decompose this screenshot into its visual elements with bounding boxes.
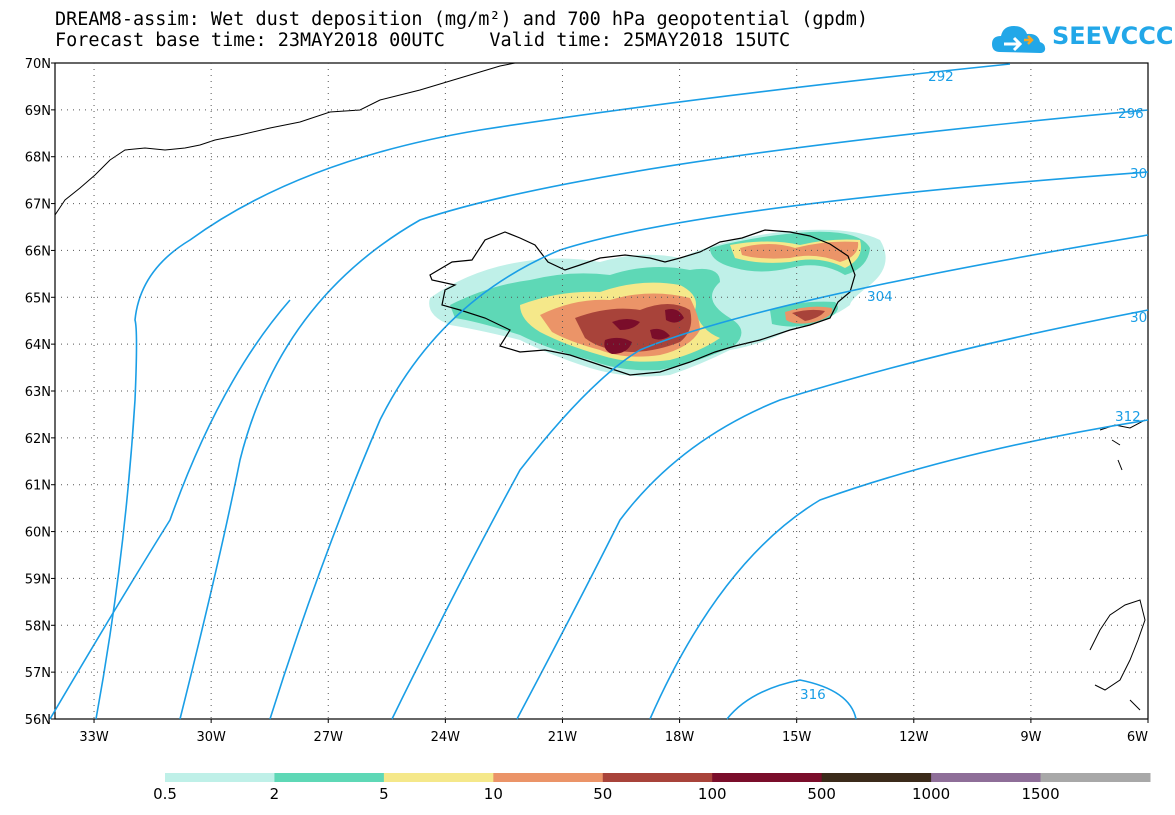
legend-swatch: [383, 773, 494, 782]
map-title-line-2: Forecast base time: 23MAY2018 00UTC Vali…: [55, 30, 791, 51]
contour-label-312: 312: [1115, 409, 1141, 425]
lat-label: 66N: [25, 244, 51, 259]
contour-label-292: 292: [928, 69, 954, 85]
lat-label: 59N: [25, 572, 51, 587]
lat-label: 63N: [25, 385, 51, 400]
lon-label: 33W: [79, 730, 109, 745]
lon-label: 30W: [196, 730, 226, 745]
lon-label: 27W: [314, 730, 344, 745]
lat-label: 70N: [25, 57, 51, 72]
iceland-coastline: [429, 229, 856, 376]
lon-label: 6W: [1127, 730, 1148, 745]
map-title-line-1: DREAM8-assim: Wet dust deposition (mg/m²…: [55, 9, 869, 30]
lon-label: 21W: [548, 730, 578, 745]
lat-label: 62N: [25, 432, 51, 447]
cloud-icon: [992, 26, 1046, 53]
geopotential-contours: [49, 63, 1149, 720]
legend-swatch: [1040, 773, 1151, 782]
legend-label: 0.5: [153, 785, 177, 803]
legend-label: 500: [807, 785, 836, 803]
contour-label-308: 30: [1130, 310, 1147, 326]
lat-label: 57N: [25, 666, 51, 681]
legend-label: 5: [379, 785, 389, 803]
lat-label: 61N: [25, 479, 51, 494]
color-legend: [165, 773, 1151, 782]
lat-label: 60N: [25, 526, 51, 541]
legend-label: 10: [483, 785, 503, 803]
legend-label: 2: [269, 785, 280, 803]
legend-label: 100: [697, 785, 727, 803]
legend-swatch: [712, 773, 823, 782]
longitude-labels: 33W 30W 27W 24W 21W 18W 15W 12W 9W 6W: [79, 730, 1148, 745]
legend-swatch: [493, 773, 604, 782]
dust-deposition-field: [429, 229, 886, 377]
legend-swatch: [821, 773, 932, 782]
lon-label: 18W: [665, 730, 695, 745]
latitude-labels: 70N 69N 68N 67N 66N 65N 64N 63N 62N 61N 60N 59N 58N 5…: [25, 57, 51, 728]
lat-label: 64N: [25, 338, 51, 353]
lon-label: 12W: [899, 730, 929, 745]
lat-label: 56N: [25, 713, 51, 728]
legend-swatch: [602, 773, 713, 782]
greenland-coastline: [54, 62, 516, 216]
lon-label: 9W: [1020, 730, 1041, 745]
legend-swatch: [274, 773, 385, 782]
contour-label-316: 316: [800, 687, 826, 703]
logo-text: SEEVCCC: [1052, 22, 1174, 50]
legend-swatch: [165, 773, 275, 782]
lat-label: 65N: [25, 291, 51, 306]
contour-label-296: 296: [1118, 106, 1144, 122]
lat-label: 69N: [25, 104, 51, 119]
graticule: [51, 62, 1149, 723]
legend-label: 1000: [912, 785, 951, 803]
lat-label: 68N: [25, 151, 51, 166]
contour-label-300: 30: [1130, 166, 1147, 182]
lon-label: 15W: [782, 730, 812, 745]
lat-label: 67N: [25, 198, 51, 213]
legend-label: 50: [593, 785, 613, 803]
lat-label: 58N: [25, 619, 51, 634]
scotland-coastline: [1089, 599, 1146, 711]
legend-swatch: [931, 773, 1042, 782]
legend-label: 1500: [1021, 785, 1060, 803]
lon-label: 24W: [431, 730, 461, 745]
contour-label-304: 304: [867, 289, 893, 305]
seevccc-logo: [990, 20, 1150, 60]
